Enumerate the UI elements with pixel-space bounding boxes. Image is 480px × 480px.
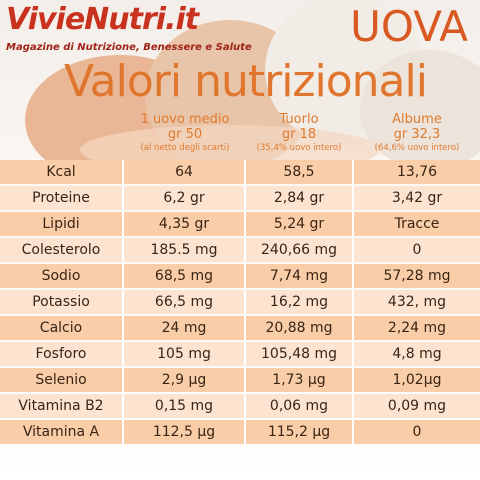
brand: VivieNutri.it	[6, 2, 199, 37]
table-cell: 24 mg	[124, 316, 246, 340]
table-cell: 5,24 gr	[246, 212, 354, 236]
table-cell: 7,74 mg	[246, 264, 354, 288]
table-cell: 240,66 mg	[246, 238, 354, 262]
table-cell: 58,5	[246, 160, 354, 184]
table-cell: 0,06 mg	[246, 394, 354, 418]
table-cell: 432, mg	[354, 290, 480, 314]
table-cell: 0	[354, 238, 480, 262]
table-cell: 13,76	[354, 160, 480, 184]
column-header: Albume gr 32,3 (64,6% uovo intero)	[358, 112, 476, 154]
table-cell: 64	[124, 160, 246, 184]
tagline: Magazine di Nutrizione, Benessere e Salu…	[6, 42, 252, 53]
table-cell: 66,5 mg	[124, 290, 246, 314]
row-label: Calcio	[0, 316, 124, 340]
table-row: Vitamina B2 0,15 mg 0,06 mg 0,09 mg	[0, 394, 480, 418]
product: UOVA	[350, 2, 468, 51]
column-header-line: gr 50	[167, 127, 203, 142]
column-header-line: (35,4% uovo intero)	[256, 143, 342, 153]
row-label: Lipidi	[0, 212, 124, 236]
column-header-line: 1 uovo medio	[140, 112, 230, 127]
column-header-line: gr 18	[281, 127, 317, 142]
row-label: Vitamina B2	[0, 394, 124, 418]
table-row: Lipidi 4,35 gr 5,24 gr Tracce	[0, 212, 480, 236]
table-row: Selenio 2,9 µg 1,73 µg 1,02µg	[0, 368, 480, 392]
column-header-line: Tuorlo	[279, 112, 319, 127]
egg	[360, 50, 480, 170]
table-cell: 0	[354, 420, 480, 444]
table-cell: 115,2 µg	[246, 420, 354, 444]
table-row: Colesterolo 185.5 mg 240,66 mg 0	[0, 238, 480, 262]
table-cell: 185.5 mg	[124, 238, 246, 262]
table-cell: 20,88 mg	[246, 316, 354, 340]
table-cell: 1,02µg	[354, 368, 480, 392]
table-cell: 4,8 mg	[354, 342, 480, 366]
table-cell: Tracce	[354, 212, 480, 236]
row-label: Colesterolo	[0, 238, 124, 262]
table-cell: 68,5 mg	[124, 264, 246, 288]
table-row: Calcio 24 mg 20,88 mg 2,24 mg	[0, 316, 480, 340]
table-cell: 2,9 µg	[124, 368, 246, 392]
table-row: Vitamina A 112,5 µg 115,2 µg 0	[0, 420, 480, 444]
column-header: Tuorlo gr 18 (35,4% uovo intero)	[240, 112, 358, 154]
column-header-line: (al netto degli scarti)	[140, 143, 230, 153]
column-header: 1 uovo medio gr 50 (al netto degli scarti)	[126, 112, 244, 154]
table-cell: 16,2 mg	[246, 290, 354, 314]
title: Valori nutrizionali	[64, 56, 428, 107]
column-header-line: Albume	[392, 112, 442, 127]
eggs-background	[25, 0, 480, 170]
table-cell: 112,5 µg	[124, 420, 246, 444]
table-row: Kcal 64 58,5 13,76	[0, 160, 480, 184]
table-row: Potassio 66,5 mg 16,2 mg 432, mg	[0, 290, 480, 314]
table-cell: 2,24 mg	[354, 316, 480, 340]
table-row: Proteine 6,2 gr 2,84 gr 3,42 gr	[0, 186, 480, 210]
column-header-line: (64,6% uovo intero)	[374, 143, 460, 153]
table-cell: 1,73 µg	[246, 368, 354, 392]
table-cell: 57,28 mg	[354, 264, 480, 288]
table-cell: 105 mg	[124, 342, 246, 366]
row-label: Vitamina A	[0, 420, 124, 444]
table-cell: 105,48 mg	[246, 342, 354, 366]
table-cell: 2,84 gr	[246, 186, 354, 210]
row-label: Proteine	[0, 186, 124, 210]
egg-shadow	[80, 125, 380, 170]
column-header-line: gr 32,3	[393, 127, 441, 142]
row-label: Sodio	[0, 264, 124, 288]
row-label: Kcal	[0, 160, 124, 184]
table-cell: 0,09 mg	[354, 394, 480, 418]
table-cell: 0,15 mg	[124, 394, 246, 418]
table-row: Sodio 68,5 mg 7,74 mg 57,28 mg	[0, 264, 480, 288]
table-cell: 6,2 gr	[124, 186, 246, 210]
table-cell: 3,42 gr	[354, 186, 480, 210]
row-label: Potassio	[0, 290, 124, 314]
row-label: Selenio	[0, 368, 124, 392]
row-label: Fosforo	[0, 342, 124, 366]
table: Kcal 64 58,5 13,76 Proteine 6,2 gr 2,84 gr 3,42…	[0, 160, 480, 446]
table-row: Fosforo 105 mg 105,48 mg 4,8 mg	[0, 342, 480, 366]
table-cell: 4,35 gr	[124, 212, 246, 236]
